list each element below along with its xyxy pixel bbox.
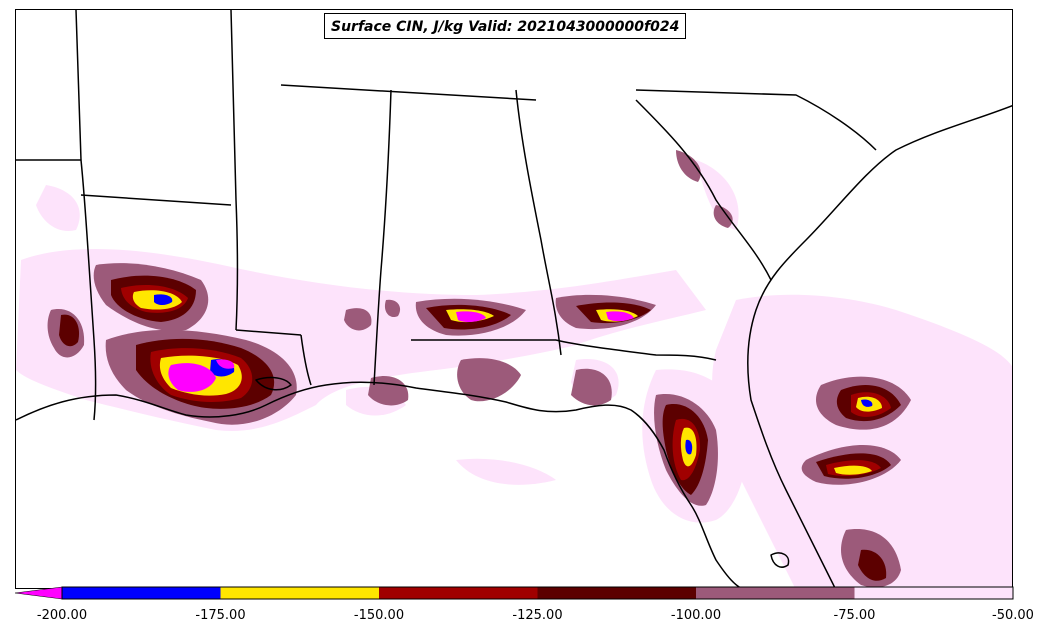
colorbar-underflow-arrow xyxy=(14,586,63,600)
colorbar-segments xyxy=(62,587,1013,599)
colorbar xyxy=(14,586,1014,600)
colorbar-tick-label: -50.00 xyxy=(992,608,1034,623)
colorbar-tick-label: -100.00 xyxy=(670,608,722,623)
colorbar-tick-label: -200.00 xyxy=(36,608,88,623)
colorbar-segment xyxy=(537,587,696,599)
colorbar-tick-label: -150.00 xyxy=(353,608,405,623)
colorbar-segment xyxy=(379,587,538,599)
colorbar-tick-label: -75.00 xyxy=(833,608,876,623)
cin-map xyxy=(16,10,1012,588)
colorbar-segment xyxy=(696,587,855,599)
map-title: Surface CIN, J/kg Valid: 2021043000000f0… xyxy=(324,13,687,39)
colorbar-tick-label: -175.00 xyxy=(195,608,246,623)
colorbar-segment xyxy=(854,587,1013,599)
colorbar-segment xyxy=(220,587,379,599)
cin-field-magenta xyxy=(168,311,634,392)
map-panel xyxy=(15,9,1013,589)
colorbar-tick-label: -125.00 xyxy=(512,608,563,623)
map-boundaries xyxy=(16,10,1012,588)
colorbar-segment xyxy=(62,587,221,599)
